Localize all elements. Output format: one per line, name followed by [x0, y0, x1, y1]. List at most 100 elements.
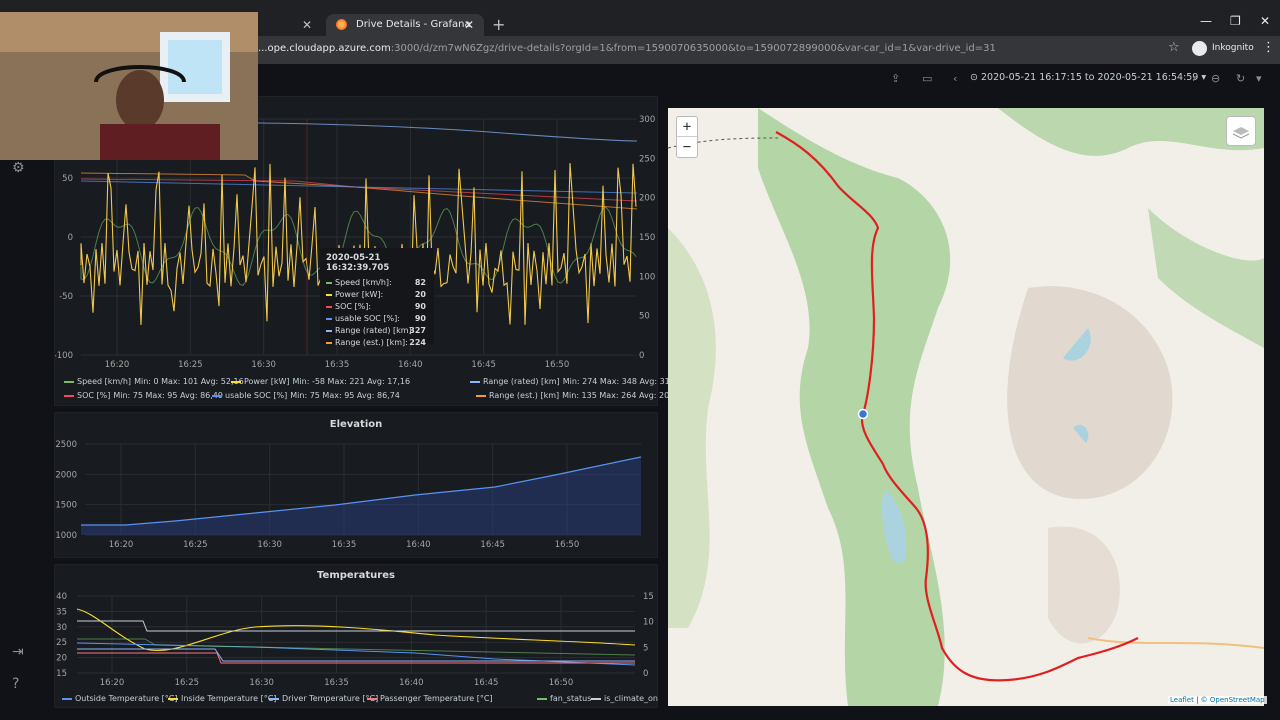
x-tick-label: 16:25 — [175, 678, 200, 688]
tooltip-value: 20 — [415, 290, 426, 299]
tooltip-row: Range (est.) [km]: 224 — [326, 338, 428, 350]
legend-name: Outside Temperature [°C] — [75, 694, 177, 703]
refresh-interval-chevron-icon[interactable]: ▾ — [1256, 72, 1262, 85]
x-tick-label: 16:45 — [471, 360, 496, 370]
tv-mode-icon[interactable]: ▭ — [922, 72, 932, 85]
legend-name: Power [kW] — [244, 377, 290, 386]
zoom-out-time-icon[interactable]: ⊖ — [1211, 72, 1220, 85]
restore-icon[interactable]: ❐ — [1230, 14, 1241, 28]
series-is-climate-on — [77, 621, 635, 631]
refresh-icon[interactable]: ↻ — [1236, 72, 1245, 85]
x-tick-label: 16:30 — [257, 540, 282, 550]
tooltip-value: 327 — [409, 326, 426, 335]
sign-in-icon[interactable]: ⇥ — [12, 644, 24, 660]
x-tick-label: 16:20 — [105, 360, 130, 370]
bookmark-star-icon[interactable]: ☆ — [1168, 40, 1180, 55]
share-icon[interactable]: ⇪ — [891, 72, 900, 85]
drive-map[interactable] — [668, 108, 1264, 706]
legend-name: usable SOC [%] — [225, 391, 287, 400]
gear-icon[interactable]: ⚙ — [12, 160, 25, 176]
temperatures-chart[interactable]: 40 35 30 25 20 15 15 10 5 0 16:20 16:25 16:30 16:35 16… — [55, 565, 659, 709]
legend-swatch — [231, 381, 241, 383]
legend-item[interactable]: fan_status — [537, 694, 591, 703]
tooltip-label: usable SOC [%]: — [335, 314, 400, 323]
legend-name: Range (rated) [km] — [483, 377, 560, 386]
legend-item[interactable]: SOC [%] Min: 75 Max: 95 Avg: 86,49 — [64, 391, 223, 400]
minimize-icon[interactable]: — — [1200, 14, 1212, 28]
legend-swatch — [537, 698, 547, 700]
legend-swatch — [168, 698, 178, 700]
series-swatch — [326, 294, 332, 296]
url-text[interactable]: ...ope.cloudapp.azure.com:3000/d/zm7wN6Z… — [258, 43, 996, 54]
tab-previous[interactable]: ✕ — [258, 14, 322, 36]
time-range-text: 2020-05-21 16:17:15 to 2020-05-21 16:54:… — [981, 72, 1198, 83]
time-back-icon[interactable]: ‹ — [953, 72, 957, 85]
legend-item[interactable]: Outside Temperature [°C] — [62, 694, 177, 703]
legend-item[interactable]: Power [kW] Min: -58 Max: 221 Avg: 17,16 — [231, 377, 410, 386]
webcam-overlay — [0, 12, 258, 160]
x-tick-label: 16:35 — [324, 678, 349, 688]
grafana-sidemenu: ⚙ ⇥ ? — [0, 94, 40, 720]
tab-drive-details[interactable]: Drive Details - Grafana ✕ — [326, 14, 484, 36]
y-right-tick-label: 0 — [639, 351, 644, 361]
y-left-tick-label: -50 — [59, 292, 73, 302]
osm-link[interactable]: © OpenStreetMap — [1201, 696, 1265, 704]
time-range-picker[interactable]: ⊙ 2020-05-21 16:17:15 to 2020-05-21 16:5… — [970, 72, 1206, 83]
legend-name: SOC [%] — [77, 391, 110, 400]
legend-stats: Min: -58 Max: 221 Avg: 17,16 — [293, 377, 411, 386]
y-left-tick-label: 25 — [56, 638, 67, 648]
tooltip-time: 2020-05-21 16:32:39.705 — [326, 253, 428, 273]
legend-name: is_climate_on — [604, 694, 658, 703]
legend-name: Passenger Temperature [°C] — [380, 694, 493, 703]
legend-item[interactable]: Range (est.) [km] Min: 135 Max: 264 Avg: … — [476, 391, 674, 400]
x-tick-label: 16:50 — [549, 678, 574, 688]
browser-menu-icon[interactable]: ⋮ — [1262, 40, 1275, 55]
legend-item[interactable]: Range (rated) [km] Min: 274 Max: 348 Avg:… — [470, 377, 675, 386]
x-tick-label: 16:40 — [399, 678, 424, 688]
legend-item[interactable]: is_climate_on — [591, 694, 658, 703]
map-attribution: Leaflet | © OpenStreetMap — [1168, 696, 1267, 704]
leaflet-link[interactable]: Leaflet — [1170, 696, 1194, 704]
y-right-tick-label: 200 — [639, 194, 655, 204]
x-tick-label: 16:35 — [332, 540, 357, 550]
legend-stats: Min: 0 Max: 101 Avg: 52,16 — [134, 377, 244, 386]
legend-item[interactable]: Passenger Temperature [°C] — [367, 694, 493, 703]
legend-stats: Min: 135 Max: 264 Avg: 203 — [562, 391, 674, 400]
legend-item[interactable]: Inside Temperature [°C] — [168, 694, 276, 703]
series-swatch — [326, 282, 332, 284]
legend-item[interactable]: usable SOC [%] Min: 75 Max: 95 Avg: 86,74 — [212, 391, 400, 400]
temperatures-panel: Temperatures 40 35 30 25 20 15 15 10 5 0 16:20 16:2… — [54, 564, 658, 708]
close-tab-icon[interactable]: ✕ — [302, 14, 312, 36]
legend-name: Range (est.) [km] — [489, 391, 559, 400]
map-zoom-control: + − — [676, 116, 698, 158]
legend-swatch — [64, 381, 74, 383]
legend-stats: Min: 274 Max: 348 Avg: 316 — [563, 377, 675, 386]
map-tiles — [668, 108, 1264, 706]
close-tab-icon[interactable]: ✕ — [464, 14, 474, 36]
new-tab-icon[interactable]: + — [492, 14, 505, 36]
tooltip-label: Power [kW]: — [335, 290, 383, 299]
zoom-in-button[interactable]: + — [677, 117, 697, 137]
y-tick-label: 2500 — [55, 440, 77, 450]
y-right-tick-label: 5 — [643, 643, 648, 653]
x-tick-label: 16:30 — [249, 678, 274, 688]
zoom-out-button[interactable]: − — [677, 137, 697, 157]
tooltip-row: SOC [%]: 90 — [326, 302, 428, 314]
y-left-tick-label: 15 — [56, 669, 67, 679]
series-usable-soc — [81, 181, 637, 193]
y-right-tick-label: 50 — [639, 312, 650, 322]
close-window-icon[interactable]: ✕ — [1260, 14, 1270, 28]
legend-item[interactable]: Speed [km/h] Min: 0 Max: 101 Avg: 52,16 — [64, 377, 244, 386]
layers-icon[interactable] — [1226, 116, 1256, 146]
legend-swatch — [591, 698, 601, 700]
series-swatch — [326, 318, 332, 320]
y-left-tick-label: 0 — [68, 233, 73, 243]
legend-name: Driver Temperature [°C] — [282, 694, 378, 703]
tooltip-row: Range (rated) [km]: 327 — [326, 326, 428, 338]
incognito-icon — [1192, 41, 1207, 56]
y-left-tick-label: 30 — [56, 623, 67, 633]
legend-item[interactable]: Driver Temperature [°C] — [269, 694, 378, 703]
elevation-chart[interactable]: 2500 2000 1500 1000 16:20 16:25 16:30 16:35 16:4… — [55, 413, 659, 559]
time-forward-icon[interactable]: › — [1192, 72, 1196, 85]
help-icon[interactable]: ? — [12, 676, 19, 692]
